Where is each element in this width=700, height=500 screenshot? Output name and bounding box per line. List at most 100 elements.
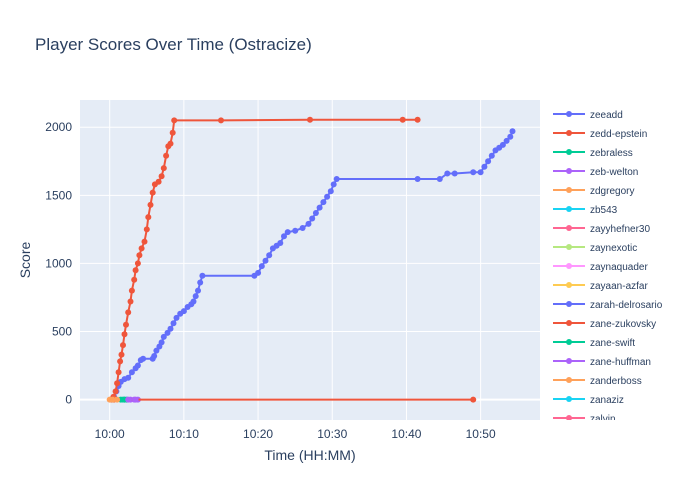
data-point [324, 193, 331, 200]
data-point [145, 214, 152, 221]
data-point [120, 342, 126, 349]
legend-item-zeeadd[interactable]: zeeadd [553, 110, 623, 121]
data-point [171, 117, 178, 124]
data-point [153, 347, 160, 354]
data-point [134, 260, 141, 267]
data-point [121, 331, 128, 338]
legend-swatch-marker [566, 168, 572, 174]
legend-swatch-marker [566, 396, 572, 402]
data-point [281, 233, 287, 240]
legend-item-zdgregory[interactable]: zdgregory [553, 186, 634, 197]
data-point [167, 140, 174, 147]
data-point [316, 204, 323, 211]
x-tick-label: 10:30 [317, 427, 347, 441]
data-point [114, 380, 121, 387]
data-point [170, 320, 177, 327]
data-point [284, 229, 291, 236]
legend[interactable]: zeeadd zedd-epstein zebraless zeb-welton zdg… [553, 110, 663, 425]
series-zanderboss [109, 396, 121, 403]
plot-area [80, 100, 540, 420]
data-point [180, 308, 187, 315]
data-point [485, 158, 492, 165]
legend-item-zane-zukovsky[interactable]: zane-zukovsky [553, 319, 656, 330]
legend-swatch-marker [566, 415, 572, 420]
legend-swatch-marker [566, 320, 572, 326]
legend-item-zedd-epstein[interactable]: zedd-epstein [553, 129, 647, 140]
series-zedd-epstein [108, 116, 421, 403]
legend-item-zeb-welton[interactable]: zeb-welton [553, 167, 638, 178]
data-point [115, 369, 122, 376]
data-point [327, 188, 334, 195]
legend-swatch-marker [566, 225, 572, 231]
legend-swatch-marker [566, 244, 572, 250]
legend-item-zalvin[interactable]: zalvin [553, 414, 616, 425]
data-point [160, 165, 167, 172]
data-point [125, 374, 132, 381]
data-point [138, 245, 145, 252]
legend-item-zayaan-azfar[interactable]: zayaan-azfar [553, 281, 648, 292]
data-point [131, 276, 138, 283]
data-point [255, 269, 262, 276]
data-point [141, 238, 148, 245]
legend-item-zane-swift[interactable]: zane-swift [553, 338, 635, 349]
legend-item-zane-huffman[interactable]: zane-huffman [553, 357, 651, 368]
data-point [149, 189, 156, 196]
series-layer [106, 116, 516, 403]
legend-label: zaynaquader [590, 262, 648, 273]
data-point [169, 129, 176, 136]
legend-label: zaynexotic [590, 243, 637, 254]
legend-item-zb543[interactable]: zb543 [553, 205, 618, 216]
legend-item-zanderboss[interactable]: zanderboss [553, 376, 642, 387]
data-point [195, 287, 201, 294]
data-point [151, 353, 158, 359]
legend-item-zanaziz[interactable]: zanaziz [553, 395, 624, 406]
legend-item-zaynaquader[interactable]: zaynaquader [553, 262, 648, 273]
x-tick-label: 10:50 [466, 427, 496, 441]
data-point [266, 252, 273, 259]
legend-item-zayyhefner30[interactable]: zayyhefner30 [553, 224, 650, 235]
data-point [330, 181, 337, 188]
legend-label: zane-huffman [590, 357, 651, 368]
data-point [190, 298, 197, 305]
data-point [158, 173, 165, 180]
data-point [125, 396, 132, 403]
legend-label: zeeadd [590, 110, 623, 121]
data-point [127, 298, 134, 305]
legend-label: zdgregory [590, 186, 634, 197]
legend-label: zedd-epstein [590, 129, 647, 140]
legend-item-zebraless[interactable]: zebraless [553, 148, 633, 159]
data-point [173, 314, 180, 321]
legend-swatch-marker [566, 130, 572, 136]
data-point [307, 116, 313, 123]
legend-label: zanderboss [590, 376, 642, 387]
data-point [277, 240, 284, 246]
data-point [436, 176, 443, 182]
data-point [414, 116, 421, 123]
legend-item-zarah-delrosario[interactable]: zarah-delrosario [553, 300, 663, 311]
data-point [320, 199, 327, 206]
data-point [136, 252, 143, 259]
series-zane-huffman [125, 396, 139, 403]
data-point [470, 169, 477, 176]
data-point [399, 116, 406, 123]
data-point [488, 152, 495, 159]
legend-swatch-marker [566, 206, 572, 212]
data-point [109, 396, 116, 403]
legend-label: zanaziz [590, 395, 624, 406]
legend-swatch-marker [566, 149, 572, 155]
legend-swatch-marker [566, 339, 572, 345]
data-point [132, 396, 139, 403]
y-tick-label: 500 [52, 324, 72, 338]
legend-swatch-marker [566, 301, 572, 307]
data-point [123, 321, 129, 328]
legend-label: zane-swift [590, 338, 635, 349]
data-point [114, 396, 121, 403]
data-point [258, 263, 265, 270]
legend-label: zane-zukovsky [590, 319, 656, 330]
data-point [167, 325, 174, 332]
data-point [507, 133, 514, 140]
legend-label: zayaan-azfar [590, 281, 648, 292]
chart-title: Player Scores Over Time (Ostracize) [35, 35, 312, 54]
legend-item-zaynexotic[interactable]: zaynexotic [553, 243, 637, 254]
